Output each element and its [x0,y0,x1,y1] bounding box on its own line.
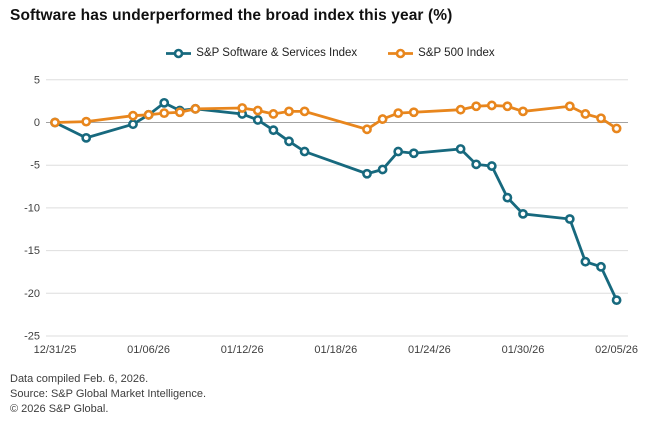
data-point-marker [518,208,528,219]
x-axis-tick-label: 12/31/25 [34,344,77,356]
chart-title: Software has underperformed the broad in… [10,7,453,24]
y-axis-tick-label: 5 [34,74,40,86]
data-point-marker [611,295,622,306]
series-line-0 [54,101,618,301]
data-point-marker [393,146,404,157]
data-point-marker [252,105,263,116]
data-point-marker [502,192,513,203]
x-axis-tick-label: 01/12/26 [221,344,264,356]
data-point-marker [81,132,92,143]
footnote-data-compiled: Data compiled Feb. 6, 2026. [10,373,149,385]
data-point-marker [268,109,279,119]
chart-footnotes: Data compiled Feb. 6, 2026. Source: S&P … [10,372,206,417]
data-point-marker [611,123,622,134]
data-point-marker [159,108,170,119]
data-point-marker [252,115,263,125]
data-point-marker [471,159,482,170]
x-axis-tick-label: 02/05/26 [595,344,638,356]
y-axis-tick-label: -5 [30,160,40,172]
data-point-marker [190,103,201,114]
y-axis-tick-label: -15 [24,245,40,257]
data-point-marker [237,103,248,113]
data-point-marker [128,110,138,121]
footnote-copyright: © 2026 S&P Global. [10,403,109,415]
sp500-series-legend-marker-icon [388,48,414,58]
y-axis-tick-label: -25 [24,331,40,343]
data-point-marker [284,106,294,117]
data-point-marker [299,146,310,157]
data-point-marker [471,101,482,112]
y-axis-tick-label: -10 [24,202,40,214]
data-point-marker [159,97,170,108]
data-point-marker [580,256,591,267]
legend-label-sp500: S&P 500 Index [418,47,495,59]
x-axis-tick-label: 01/24/26 [408,344,451,356]
data-point-marker [408,148,419,159]
data-point-marker [377,164,388,175]
data-point-marker [362,168,372,179]
data-point-marker [50,117,60,128]
series-line-1 [54,104,618,131]
x-axis-tick-label: 01/06/26 [127,344,170,356]
data-point-marker [143,109,154,120]
data-point-marker [518,106,528,117]
data-point-marker [596,261,606,272]
x-axis-tick-label: 01/30/26 [502,344,545,356]
data-point-marker [128,119,138,130]
data-point-marker [408,107,419,118]
legend-item-sp500: S&P 500 Index [387,47,495,59]
data-point-marker [362,124,372,135]
x-axis-tick-label: 01/18/26 [314,344,357,356]
chart-legend: S&P Software & Services Index S&P 500 In… [0,47,660,59]
data-point-marker [455,104,466,115]
data-point-marker [284,136,294,147]
data-point-marker [580,109,591,119]
data-point-marker [486,100,497,111]
data-point-marker [393,108,404,119]
footnote-source: Source: S&P Global Market Intelligence. [10,388,207,400]
data-point-marker [268,125,279,136]
data-point-marker [377,114,388,124]
data-point-marker [486,161,497,171]
y-axis-tick-label: -20 [24,288,40,300]
data-point-marker [596,113,606,124]
data-point-marker [564,214,575,224]
data-point-marker [564,101,575,112]
software-series-legend-marker-icon [166,48,192,58]
legend-label-software: S&P Software & Services Index [196,47,358,59]
data-point-marker [174,107,185,118]
y-axis-tick-label: 0 [34,117,40,129]
data-point-marker [502,101,513,112]
legend-item-software: S&P Software & Services Index [165,47,357,59]
data-point-marker [299,106,310,117]
data-point-marker [455,144,466,154]
data-point-marker [81,116,92,127]
